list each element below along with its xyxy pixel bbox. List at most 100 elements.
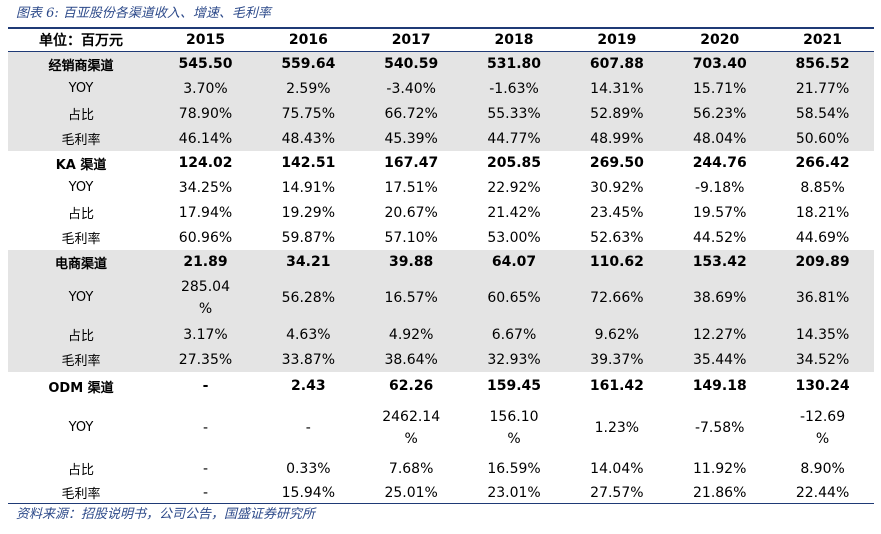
table-cell: 60.96% [178, 229, 233, 246]
channel-row-dealer: 经销商渠道 545.50 559.64 540.59 531.80 607.88… [8, 51, 874, 76]
table-cell: 14.91% [281, 179, 336, 196]
table-cell: 48.43% [256, 126, 360, 151]
row-label: 占比 [8, 101, 155, 126]
table-cell: 124.02 [178, 155, 233, 171]
table-cell: 64.07 [462, 250, 566, 274]
table-cell: 540.59 [359, 51, 463, 76]
table-cell: 11.92% [693, 460, 747, 477]
year-header: 2016 [288, 32, 328, 48]
row-label: 毛利率 [61, 232, 101, 247]
channel-row-ecommerce: 电商渠道 21.89 34.21 39.88 64.07 110.62 153.… [8, 250, 874, 274]
year-header: 2019 [597, 32, 637, 48]
table-cell: 244.76 [692, 155, 747, 171]
table-cell: 3.70% [154, 76, 257, 101]
table-cell: 50.60% [771, 126, 874, 151]
table-cell: 14.35% [771, 322, 874, 347]
table-cell: 27.57% [590, 484, 644, 501]
table-cell: 57.10% [384, 229, 438, 246]
unit-label: 单位：百万元 [39, 33, 124, 49]
table-cell: 38.64% [359, 347, 463, 372]
share-row: 占比 - 0.33% 7.68% 16.59% 14.04% 11.92% 8.… [8, 456, 874, 481]
table-cell: 167.47 [384, 155, 439, 171]
table-cell: 34.52% [771, 347, 874, 372]
table-cell: 531.80 [462, 51, 566, 76]
table-cell: 6.67% [462, 322, 566, 347]
channel-name: 电商渠道 [8, 250, 155, 274]
table-cell: 142.51 [281, 155, 336, 171]
table-cell: 48.04% [668, 126, 772, 151]
channel-name: 经销商渠道 [8, 51, 155, 76]
table-cell: 60.65% [462, 274, 566, 322]
table-cell: 38.69% [668, 274, 772, 322]
table-cell: 22.44% [795, 484, 850, 501]
table-cell: 56.23% [668, 101, 772, 126]
channel-name: ODM 渠道 [48, 380, 114, 396]
table-cell: 8.90% [800, 460, 845, 477]
table-cell: -7.58% [694, 420, 745, 436]
channel-name: KA 渠道 [55, 157, 107, 173]
table-cell: 18.21% [795, 204, 850, 221]
table-cell: 156.10 % [489, 409, 539, 447]
table-cell: 19.57% [693, 204, 747, 221]
table-cell: 8.85% [800, 179, 845, 196]
table-cell: - [202, 484, 209, 501]
table-cell: 48.99% [565, 126, 669, 151]
table-cell: 16.59% [487, 460, 541, 477]
table-cell: 17.51% [384, 179, 438, 196]
channel-row-ka: KA 渠道 124.02 142.51 167.47 205.85 269.50… [8, 151, 874, 175]
table-bottom-rule [8, 503, 874, 504]
margin-row: 毛利率 - 15.94% 25.01% 23.01% 27.57% 21.86%… [8, 481, 874, 504]
table-cell: 149.18 [692, 378, 747, 394]
table-cell: 21.89 [154, 250, 257, 274]
yoy-row: YOY 34.25% 14.91% 17.51% 22.92% 30.92% -… [8, 175, 874, 200]
table-cell: 33.87% [256, 347, 360, 372]
table-cell: 110.62 [565, 250, 669, 274]
table-cell: 205.85 [487, 155, 542, 171]
table-cell: 59.87% [281, 229, 336, 246]
table-cell: 703.40 [668, 51, 772, 76]
table-cell: 44.52% [693, 229, 747, 246]
table-cell: 856.52 [771, 51, 874, 76]
table-cell: 75.75% [256, 101, 360, 126]
table-cell: 21.42% [487, 204, 541, 221]
table-cell: 72.66% [565, 274, 669, 322]
row-label: 毛利率 [8, 347, 155, 372]
table-cell: 22.92% [487, 179, 541, 196]
table-cell: 35.44% [668, 347, 772, 372]
table-cell: 19.29% [281, 204, 336, 221]
table-cell: 78.90% [154, 101, 257, 126]
table-cell: 58.54% [771, 101, 874, 126]
table-cell: 285.04 % [154, 274, 257, 322]
source-note: 资料来源：招股说明书，公司公告，国盛证券研究所 [16, 507, 316, 522]
table-cell: 0.33% [286, 460, 331, 477]
row-label: YOY [8, 76, 155, 101]
table-cell: -9.18% [694, 179, 745, 196]
margin-row: 毛利率 60.96% 59.87% 57.10% 53.00% 52.63% 4… [8, 225, 874, 250]
channel-row-odm: ODM 渠道 - 2.43 62.26 159.45 161.42 149.18… [8, 372, 874, 400]
table-cell: 32.93% [462, 347, 566, 372]
table-cell: 2.59% [256, 76, 360, 101]
table-cell: 46.14% [154, 126, 257, 151]
row-label: 占比 [68, 207, 95, 222]
table-cell: 15.94% [281, 484, 336, 501]
margin-row: 毛利率 46.14% 48.43% 45.39% 44.77% 48.99% 4… [8, 126, 874, 151]
row-label: YOY [8, 274, 155, 322]
table-cell: 16.57% [359, 274, 463, 322]
year-header: 2015 [186, 32, 225, 48]
table-cell: 44.69% [795, 229, 850, 246]
table-cell: -12.69 % [799, 409, 846, 447]
row-label: 毛利率 [61, 487, 101, 502]
table-cell: 52.63% [590, 229, 644, 246]
table-cell: - [202, 378, 209, 394]
table-cell: 62.26 [389, 378, 434, 394]
table-cell: 45.39% [359, 126, 463, 151]
year-header: 2020 [700, 32, 740, 48]
table-cell: -3.40% [359, 76, 463, 101]
table-cell: 21.86% [693, 484, 747, 501]
table-cell: 14.04% [590, 460, 644, 477]
yoy-row: YOY - - 2462.14 % 156.10 % 1.23% -7.58% … [8, 400, 874, 456]
table-cell: 607.88 [565, 51, 669, 76]
table-cell: 161.42 [589, 378, 644, 394]
table-cell: 21.77% [771, 76, 874, 101]
table-top-rule [8, 27, 874, 29]
